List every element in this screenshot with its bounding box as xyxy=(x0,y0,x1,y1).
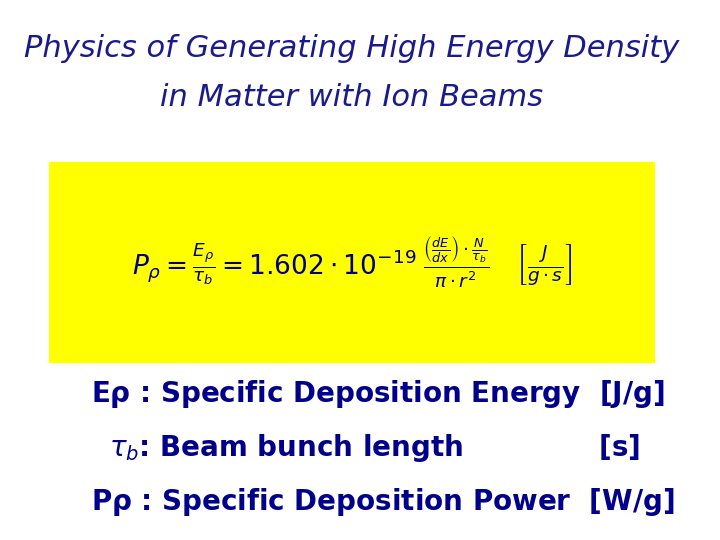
Text: in Matter with Ion Beams: in Matter with Ion Beams xyxy=(161,83,544,112)
Text: $\mathbf{P\rho}$ : Specific Deposition Power  [W/g]: $\mathbf{P\rho}$ : Specific Deposition P… xyxy=(91,486,675,518)
Text: $P_{\rho} = \frac{E_{\rho}}{\tau_b} = 1.602 \cdot 10^{-19}\; \frac{\left(\frac{d: $P_{\rho} = \frac{E_{\rho}}{\tau_b} = 1.… xyxy=(132,234,572,290)
FancyBboxPatch shape xyxy=(49,162,655,362)
Text: Physics of Generating High Energy Density: Physics of Generating High Energy Densit… xyxy=(24,34,680,63)
Text: $\mathbf{E\rho}$ : Specific Deposition Energy  [J/g]: $\mathbf{E\rho}$ : Specific Deposition E… xyxy=(91,378,665,410)
Text: $\boldsymbol{\tau_b}$: Beam bunch length              [s]: $\boldsymbol{\tau_b}$: Beam bunch length… xyxy=(109,432,640,464)
